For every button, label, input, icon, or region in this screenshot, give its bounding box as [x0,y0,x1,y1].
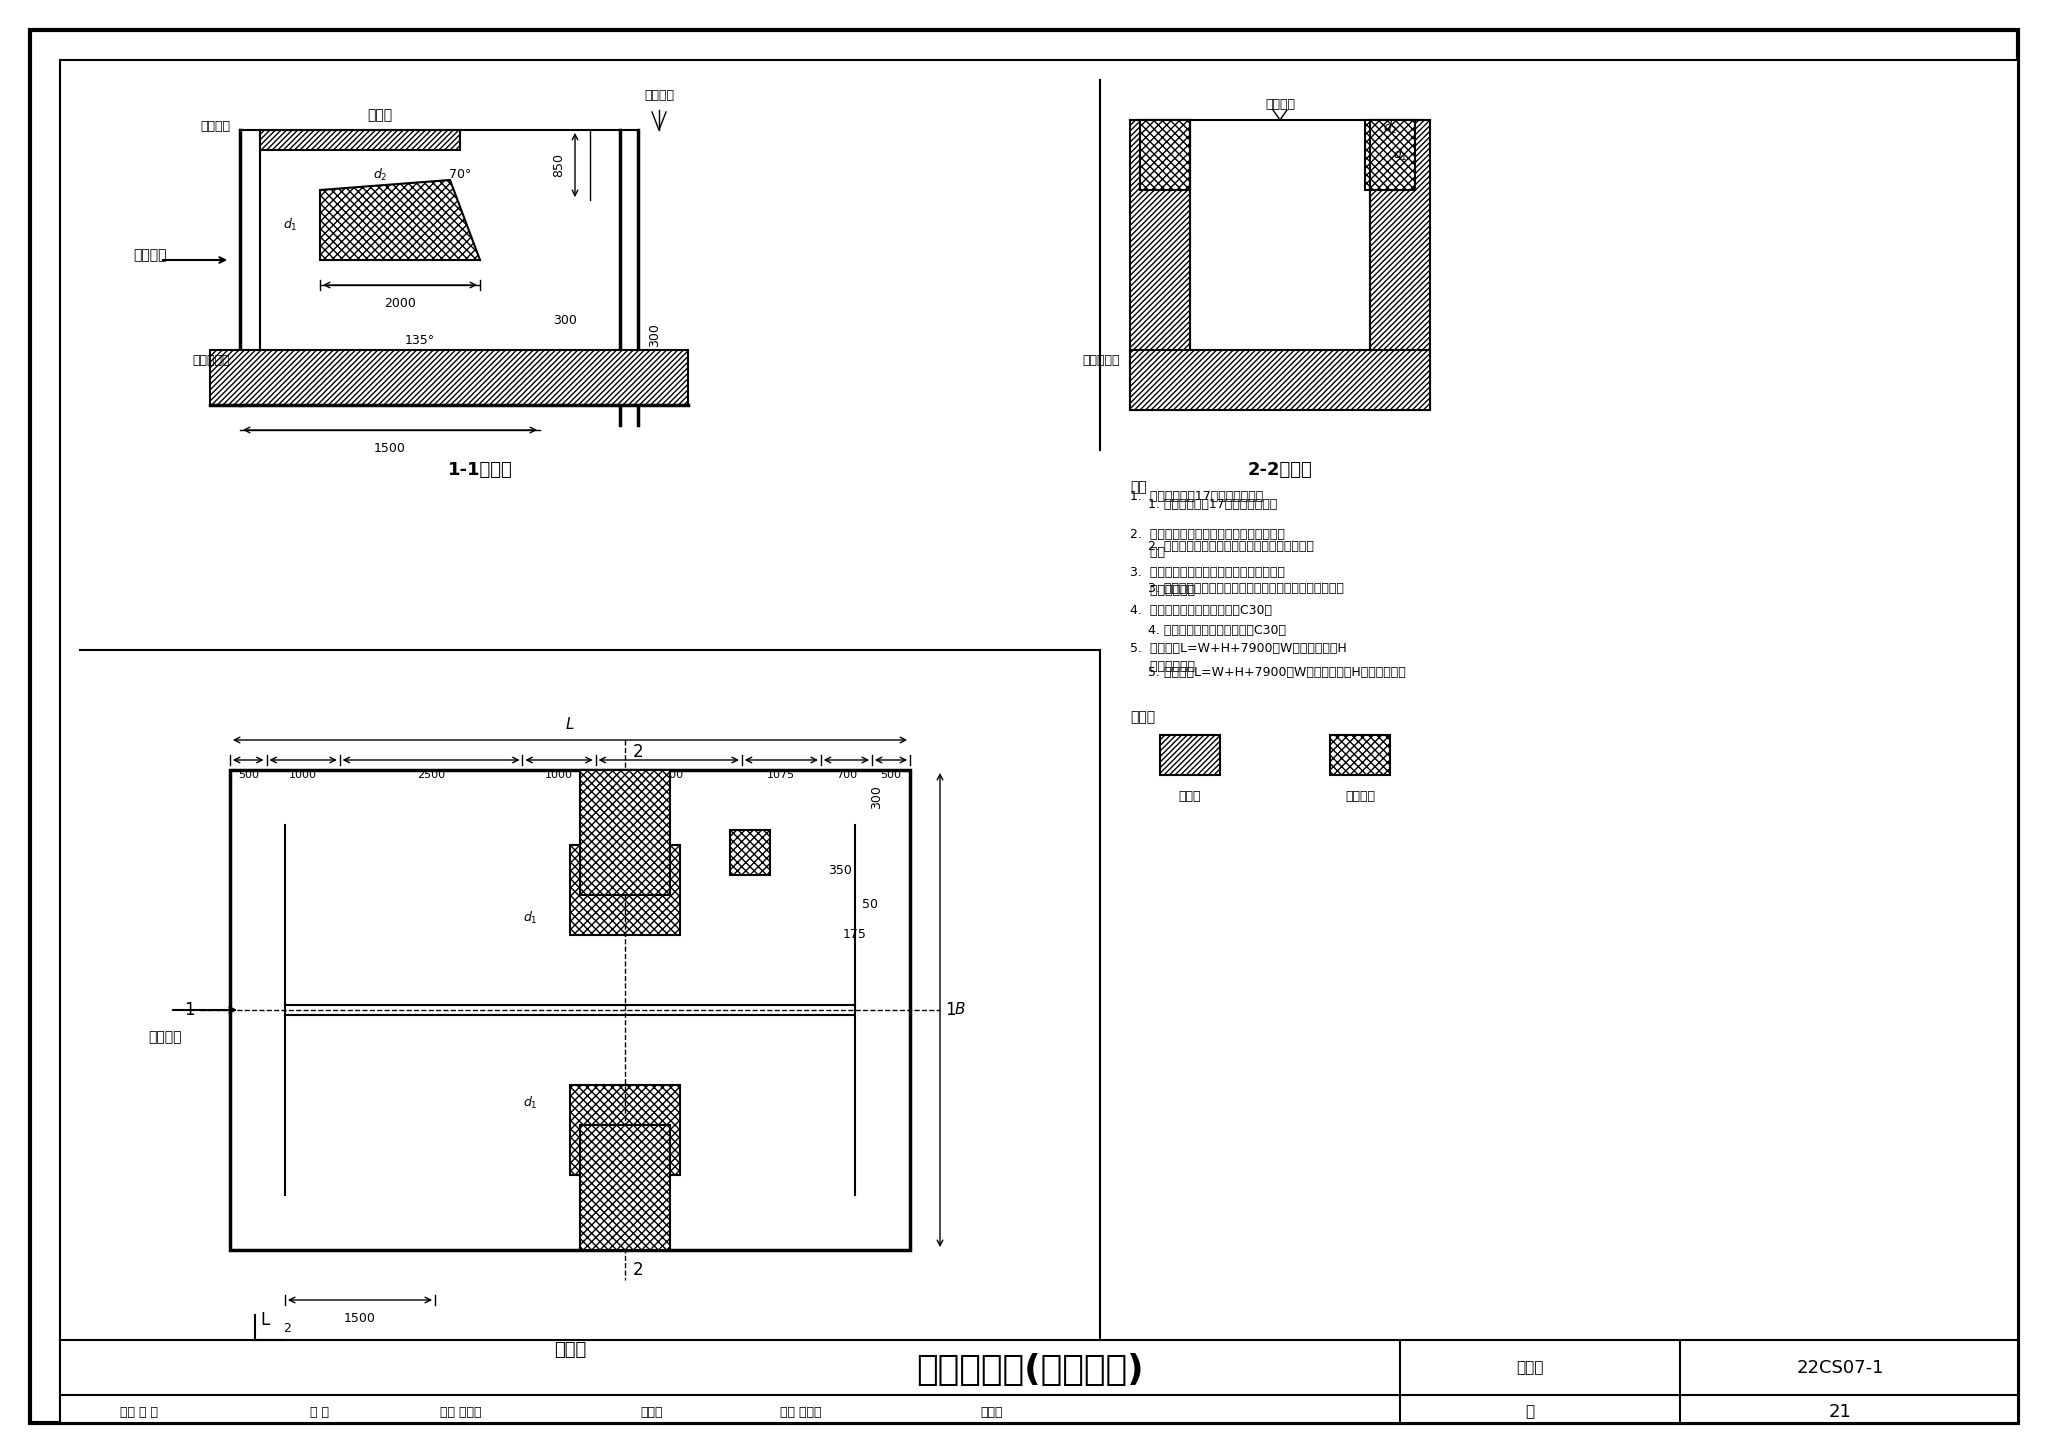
Text: 2500: 2500 [418,770,444,780]
Text: 300: 300 [553,314,578,327]
Text: 500: 500 [238,770,258,780]
Text: 1500: 1500 [344,1312,377,1325]
Bar [1141,121,1190,190]
Text: 300: 300 [870,786,883,809]
Text: 2-2剖面图: 2-2剖面图 [1247,461,1313,479]
Text: $d_2$: $d_2$ [373,167,387,183]
Text: 河岸高程: 河岸高程 [201,121,229,134]
Text: 1.  图中尺寸见第17页尺寸参数表。: 1. 图中尺寸见第17页尺寸参数表。 [1130,490,1264,503]
Text: 闸室布置图(液压上翻): 闸室布置图(液压上翻) [915,1353,1145,1388]
Text: 次浇筑型式。: 次浇筑型式。 [1130,584,1194,597]
Text: 河岸高程: 河岸高程 [1266,99,1294,112]
Text: 校对 马智群: 校对 马智群 [440,1405,481,1418]
Bar [1130,121,1190,410]
Bar [580,1125,670,1250]
Bar [229,770,909,1250]
Text: 350: 350 [827,863,852,876]
Bar [1159,735,1221,774]
Text: 4.  二次浇筑混凝土强度不低于C30。: 4. 二次浇筑混凝土强度不低于C30。 [1130,604,1272,618]
Text: $d_1$: $d_1$ [1393,147,1407,163]
Text: 混凝土: 混凝土 [1180,790,1202,804]
Text: 50: 50 [862,898,879,911]
Text: 1: 1 [184,1001,195,1019]
Bar [1366,121,1415,190]
Text: 闸室底高程: 闸室底高程 [1083,353,1120,366]
Text: $d_2$: $d_2$ [1382,121,1397,137]
Text: 3.  工作闸门支铰、底槛、侧止水推荐采用二: 3. 工作闸门支铰、底槛、侧止水推荐采用二 [1130,567,1284,578]
Text: 强排方向: 强排方向 [133,248,166,262]
Text: 工作桥: 工作桥 [367,108,393,122]
Text: 1500: 1500 [375,442,406,455]
Text: L: L [565,716,573,732]
Bar [569,1085,680,1175]
Text: 图例：: 图例： [1130,711,1155,724]
Text: 图集号: 图集号 [1516,1360,1544,1376]
Text: 2. 格栅及检修门门槽推荐采用混凝土浇筑型式。: 2. 格栅及检修门门槽推荐采用混凝土浇筑型式。 [1149,541,1315,554]
Text: 1-1剖面图: 1-1剖面图 [449,461,512,479]
Text: 4. 二次浇筑混凝土强度不低于C30。: 4. 二次浇筑混凝土强度不低于C30。 [1149,623,1286,636]
Text: 1000: 1000 [289,770,317,780]
Text: 页: 页 [1526,1405,1534,1420]
Text: 1075: 1075 [768,770,795,780]
Bar [229,1194,909,1250]
Text: $d_1$: $d_1$ [283,216,297,232]
Bar [1329,735,1391,774]
Text: 式。: 式。 [1130,546,1165,559]
Text: 500: 500 [881,770,901,780]
Text: 3. 工作闸门支铰、底槛、侧止水推荐采用二次浇筑型式。: 3. 工作闸门支铰、底槛、侧止水推荐采用二次浇筑型式。 [1149,583,1343,594]
Bar [1130,350,1430,410]
Text: 2000: 2000 [385,296,416,309]
Bar [1370,121,1430,410]
Text: 70°: 70° [449,169,471,182]
Text: 700: 700 [836,770,856,780]
Text: 闸室底高程: 闸室底高程 [193,353,229,366]
Text: L: L [260,1311,270,1329]
Text: 强排方向: 强排方向 [147,1030,182,1045]
Text: 二次浇筑: 二次浇筑 [1346,790,1374,804]
Text: 企 蕉: 企 蕉 [309,1405,330,1418]
Text: 175: 175 [844,928,866,942]
Text: 2.  格栅及检修门门槽推荐采用混凝土浇筑型: 2. 格栅及检修门门槽推荐采用混凝土浇筑型 [1130,527,1284,541]
Text: 1. 图中尺寸见第17页尺寸参数表。: 1. 图中尺寸见第17页尺寸参数表。 [1149,498,1278,511]
Text: 注：: 注： [1130,479,1147,494]
Text: 2: 2 [633,742,643,761]
Bar [229,770,909,825]
Bar [59,1340,2017,1422]
Text: 河岸高程: 河岸高程 [643,89,674,102]
Bar [211,350,688,405]
Text: 设计 守芳仪: 设计 守芳仪 [780,1405,821,1418]
Bar [260,129,461,150]
Text: 135°: 135° [406,334,434,346]
Bar [580,770,670,895]
Text: B: B [954,1003,965,1017]
Text: 21: 21 [1829,1404,1851,1421]
Text: 2: 2 [283,1321,291,1334]
Text: 5. 闸室长度L=W+H+7900，W为闸门厚度，H为闸门高度。: 5. 闸室长度L=W+H+7900，W为闸门厚度，H为闸门高度。 [1149,665,1405,679]
Polygon shape [319,180,479,260]
Text: 平面图: 平面图 [553,1341,586,1359]
Text: $d_1$: $d_1$ [522,910,537,926]
Bar [729,830,770,875]
Text: 2: 2 [633,1261,643,1279]
Text: 刁吴仪: 刁吴仪 [981,1405,1004,1418]
Text: 2000: 2000 [655,770,682,780]
Text: 1: 1 [944,1001,956,1019]
Text: 5.  闸室长度L=W+H+7900，W为闸门厚度，H: 5. 闸室长度L=W+H+7900，W为闸门厚度，H [1130,642,1348,655]
Text: 勾义垚: 勾义垚 [639,1405,662,1418]
Text: 850: 850 [553,153,565,177]
Text: $d_1$: $d_1$ [522,1094,537,1110]
Text: 为闸门高度。: 为闸门高度。 [1130,660,1194,673]
Text: 1000: 1000 [545,770,573,780]
Text: 审核 李 墉: 审核 李 墉 [121,1405,158,1418]
Text: 22CS07-1: 22CS07-1 [1796,1359,1884,1377]
Text: 300: 300 [649,323,662,347]
Bar [569,846,680,934]
